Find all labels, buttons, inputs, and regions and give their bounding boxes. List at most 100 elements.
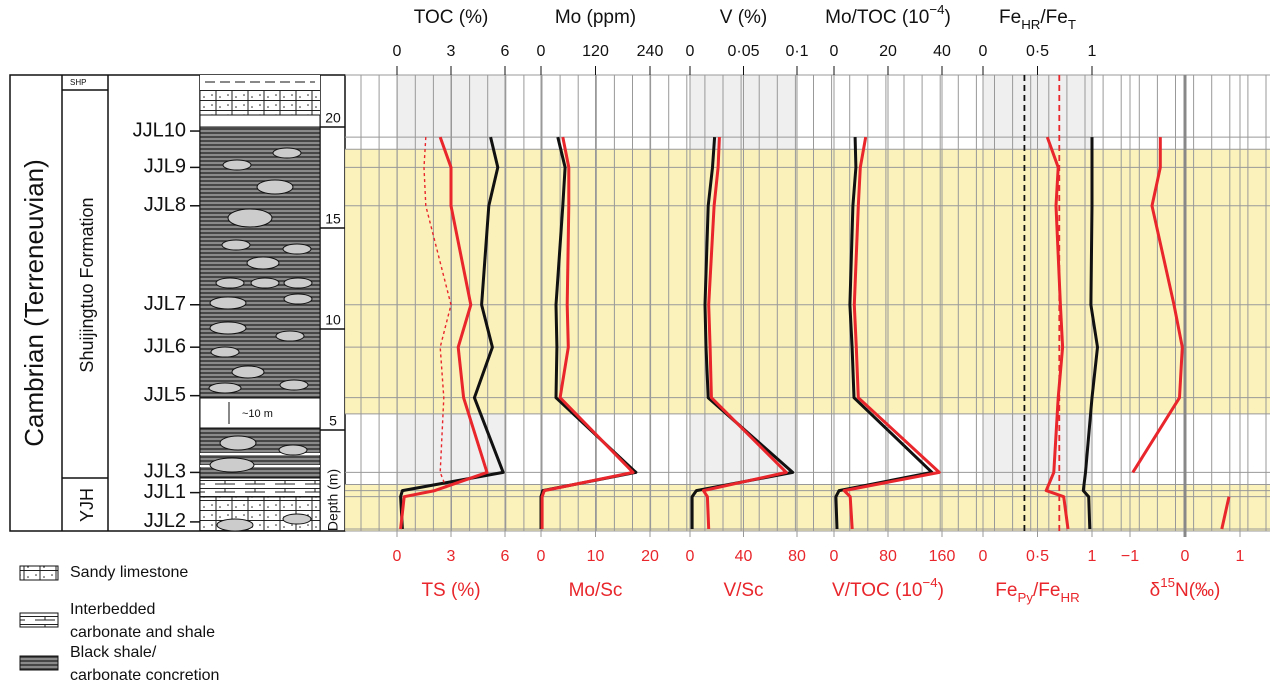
bottom-axis-title-part: N(‰)	[1175, 580, 1220, 601]
top-tick-label: 0	[979, 43, 988, 60]
bottom-axis-title-part: δ	[1150, 580, 1161, 601]
top-axis-title: TOC (%)	[414, 7, 489, 28]
sample-label: JJL3	[144, 461, 186, 483]
bottom-axis-title-part: /Fe	[1033, 580, 1060, 601]
formation-label: SHP	[70, 78, 86, 87]
top-axis-title: Mo (ppm)	[555, 7, 636, 28]
bottom-tick-label: 0·5	[1026, 548, 1049, 565]
bottom-axis-title-sup: −4	[922, 575, 937, 590]
bottom-axis-title: TS (%)	[421, 580, 480, 601]
bottom-axis-title-sub: HR	[1060, 590, 1079, 605]
top-axis-title-part: V (%)	[720, 7, 768, 28]
bottom-tick-label: 10	[587, 548, 605, 565]
sample-label: JJL9	[144, 156, 186, 178]
bottom-tick-label: 0	[830, 548, 839, 565]
profile-line	[540, 136, 635, 529]
top-axis-title-sub: T	[1068, 17, 1076, 32]
bottom-tick-label: 20	[641, 548, 659, 565]
bottom-axis-title-part: )	[938, 580, 944, 601]
top-tick-label: 1	[1088, 43, 1097, 60]
legend-label: Black shale/	[70, 644, 157, 661]
formation-label: Shuijingtuo Formation	[77, 197, 97, 372]
profile-line	[842, 136, 941, 530]
top-tick-label: 0·5	[1026, 43, 1049, 60]
bottom-axis-title-part: V/Sc	[723, 580, 763, 601]
sample-label: JJL1	[144, 481, 186, 503]
sample-label: JJL6	[144, 335, 186, 357]
bottom-axis-title-part: Mo/Sc	[569, 580, 623, 601]
top-tick-label: 0·1	[785, 43, 808, 60]
top-axis-title: FeHR/FeT	[999, 7, 1076, 32]
bottom-tick-label: 0	[686, 548, 695, 565]
legend-label: Sandy limestone	[70, 564, 188, 581]
top-axis-title-sub: HR	[1021, 17, 1040, 32]
legend-label: carbonate and shale	[70, 624, 215, 641]
bottom-axis-title: Mo/Sc	[569, 580, 623, 601]
legend-swatch	[19, 655, 59, 671]
top-tick-label: 120	[582, 43, 609, 60]
top-axis-title: Mo/TOC (10−4)	[825, 2, 951, 28]
sample-label: JJL8	[144, 194, 186, 216]
profile-line	[399, 136, 489, 530]
legend-label: Interbedded	[70, 601, 155, 618]
top-axis-title-part: )	[945, 7, 951, 28]
depth-tick-label: 10	[325, 312, 341, 328]
bottom-axis-title: δ15N(‰)	[1150, 575, 1221, 601]
bottom-tick-label: 0	[979, 548, 988, 565]
profile-line	[701, 137, 788, 530]
top-axis-title-sup: −4	[929, 2, 944, 17]
profile-line	[1044, 136, 1070, 530]
period-label: Cambrian (Terreneuvian)	[19, 159, 49, 447]
bottom-tick-label: 40	[735, 548, 753, 565]
top-tick-label: 40	[933, 43, 951, 60]
profile-line	[423, 137, 452, 491]
profile-line	[834, 137, 934, 530]
top-tick-label: 0·05	[727, 43, 759, 60]
legend-label: carbonate concretion	[70, 667, 219, 684]
formation-label: YJH	[77, 488, 97, 522]
depth-tick-label: 20	[325, 110, 341, 126]
depth-axis-title: Depth (m)	[325, 469, 341, 531]
profile-line	[1081, 137, 1099, 530]
bottom-tick-label: −1	[1121, 548, 1139, 565]
sample-label: JJL10	[133, 119, 186, 141]
legend: Sandy limestone Interbedded carbonate and …	[19, 564, 219, 684]
depth-tick-label: 15	[325, 211, 341, 227]
sample-label: JJL7	[144, 293, 186, 315]
lithology-column	[199, 75, 321, 532]
bottom-tick-label: 80	[788, 548, 806, 565]
bottom-tick-label: 0	[393, 548, 402, 565]
bottom-axis-title-sup: 15	[1160, 575, 1175, 590]
bottom-tick-label: 0	[1181, 548, 1190, 565]
bottom-axis-title: V/TOC (10−4)	[832, 575, 944, 601]
top-axis-title-part: Mo/TOC (10	[825, 7, 929, 28]
legend-swatch	[19, 565, 59, 581]
profile-line	[1220, 496, 1231, 530]
bottom-tick-label: 1	[1088, 548, 1097, 565]
top-tick-label: 3	[447, 43, 456, 60]
bottom-axis-title-sub: Py	[1017, 590, 1033, 605]
top-axis-title-part: TOC (%)	[414, 7, 489, 28]
legend-swatch	[19, 612, 59, 628]
top-tick-label: 6	[501, 43, 510, 60]
top-tick-label: 0	[537, 43, 546, 60]
profile-line	[1131, 137, 1184, 474]
top-tick-label: 240	[637, 43, 664, 60]
top-tick-label: 20	[879, 43, 897, 60]
sample-label: JJL5	[144, 384, 186, 406]
bottom-tick-label: 6	[501, 548, 510, 565]
gap-label: ~10 m	[242, 408, 273, 420]
top-axis-title: V (%)	[720, 7, 768, 28]
depth-tick-label: 5	[329, 413, 337, 429]
bottom-axis-title-part: Fe	[995, 580, 1017, 601]
top-tick-label: 0	[393, 43, 402, 60]
bottom-tick-label: 1	[1236, 548, 1245, 565]
profile-line	[690, 136, 795, 529]
top-tick-label: 0	[686, 43, 695, 60]
bottom-tick-label: 80	[879, 548, 897, 565]
top-tick-label: 0	[830, 43, 839, 60]
bottom-axis-title-part: TS (%)	[421, 580, 480, 601]
highlight-band	[345, 484, 1270, 531]
bottom-tick-label: 160	[929, 548, 956, 565]
